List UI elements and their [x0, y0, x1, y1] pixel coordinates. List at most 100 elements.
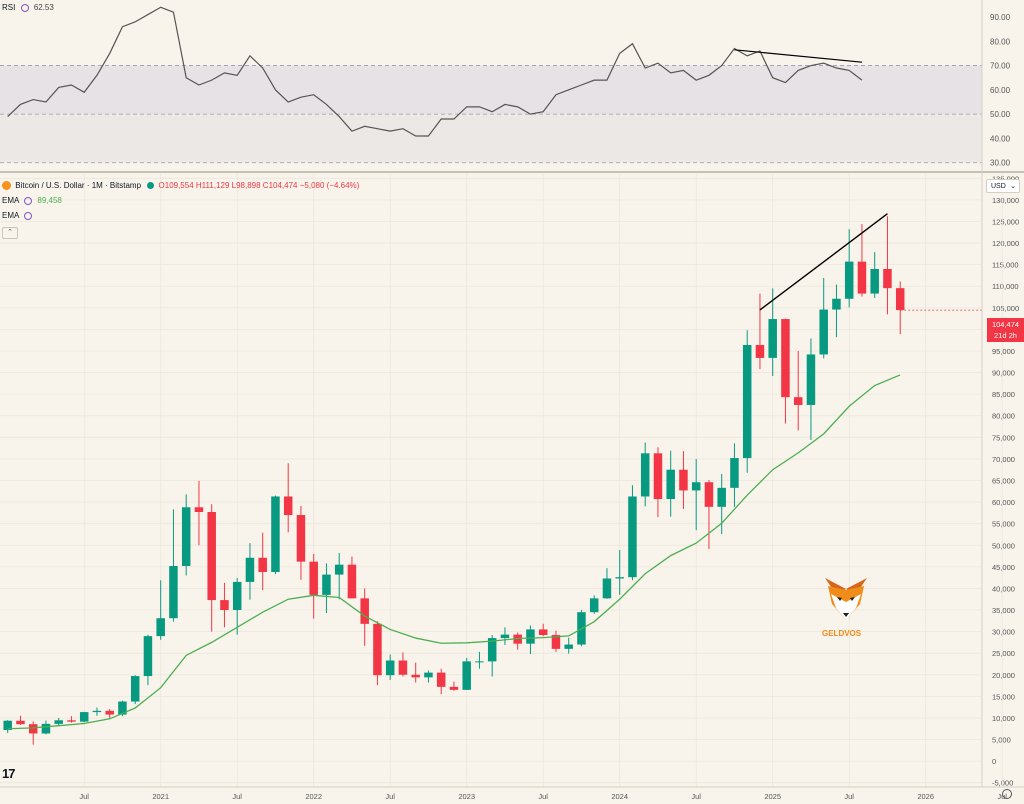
rsi-legend[interactable]: RSI 62.53	[2, 3, 54, 12]
candle-body	[130, 676, 140, 702]
candle-body	[28, 724, 38, 734]
low-value: L98,898	[231, 181, 261, 190]
candle-body	[462, 661, 471, 690]
price-tick-label: 110,000	[992, 282, 1019, 291]
candle-body	[207, 512, 216, 601]
last-price: 104,474	[991, 320, 1020, 329]
candle-body	[717, 487, 726, 507]
candle-body	[92, 710, 102, 713]
candle-body	[309, 561, 318, 595]
candle-body	[411, 674, 420, 678]
candle-body	[322, 574, 331, 595]
fox-logo-icon	[825, 578, 867, 620]
time-tick-label: Jul	[232, 792, 242, 801]
chevron-down-icon: ⌄	[1010, 183, 1016, 190]
price-tick-label: 20,000	[992, 671, 1015, 680]
price-tick-label: -5,000	[992, 779, 1013, 788]
candle-body	[653, 453, 663, 500]
price-gridlines: 135,000 130,000 125,000 120,000 115,000 110,0…	[0, 174, 1019, 801]
ema-value: 89,458	[37, 196, 62, 205]
settings-icon[interactable]	[1002, 789, 1012, 799]
rsi-tick-label: 70.00	[990, 62, 1011, 71]
price-tick-label: 75,000	[992, 433, 1015, 442]
rsi-tick-label: 80.00	[990, 37, 1011, 46]
close-value: C104,474	[262, 181, 298, 190]
bar-countdown: 21d 2h	[994, 331, 1017, 340]
ema-legend-2[interactable]: EMA	[2, 211, 35, 220]
time-tick-label: 2026	[917, 792, 934, 801]
time-tick-label: Jul	[691, 792, 701, 801]
candle-body	[258, 557, 267, 573]
price-tick-label: 65,000	[992, 477, 1015, 486]
time-tick-label: Jul	[538, 792, 548, 801]
candle-body	[41, 723, 51, 734]
candle-body	[220, 600, 229, 611]
candle-body	[169, 565, 178, 619]
ema-legend-1[interactable]: EMA 89,458	[2, 196, 62, 205]
candle-body	[564, 644, 573, 649]
candle-body	[181, 507, 191, 566]
price-tick-label: 0	[992, 757, 996, 766]
candle-body	[487, 638, 497, 662]
price-tick-label: 135,000	[992, 174, 1019, 183]
rsi-band	[0, 65, 982, 115]
price-tick-label: 125,000	[992, 217, 1019, 226]
price-tick-label: 55,000	[992, 520, 1015, 529]
ema-line	[7, 374, 901, 730]
candle-body	[857, 261, 867, 294]
settings-icon[interactable]	[24, 196, 33, 205]
candle-body	[296, 515, 306, 562]
candle-body	[424, 672, 433, 678]
rsi-gridlines: 90.00 80.00 70.00 60.00 50.00 40.00 30.00	[0, 13, 1011, 168]
open-value: O109,554	[158, 181, 194, 190]
candle-body	[118, 701, 127, 715]
currency-select[interactable]: USD ⌄	[986, 179, 1020, 193]
candle-body	[245, 557, 255, 582]
candle-body	[283, 496, 293, 516]
rsi-value: 62.53	[33, 3, 54, 12]
candle-body	[793, 397, 803, 405]
candle-body	[730, 458, 739, 488]
price-tick-label: 50,000	[992, 541, 1015, 550]
ema-label: EMA	[2, 196, 19, 205]
settings-icon[interactable]	[24, 211, 33, 220]
currency-label: USD	[991, 183, 1006, 190]
candle-body	[398, 660, 408, 675]
candle-body	[844, 261, 854, 299]
candle-body	[589, 598, 599, 613]
candle-body	[615, 577, 624, 579]
time-tick-label: Jul	[844, 792, 854, 801]
time-tick-label: 2025	[764, 792, 781, 801]
candle-body	[194, 507, 204, 513]
price-tick-label: 130,000	[992, 196, 1019, 205]
candle-body	[768, 319, 777, 358]
rsi-label: RSI	[2, 3, 16, 12]
price-tick-label: 85,000	[992, 390, 1015, 399]
time-tick-label: Jul	[79, 792, 89, 801]
candle-body	[551, 635, 561, 649]
candle-body	[156, 618, 165, 637]
price-tick-label: 45,000	[992, 563, 1015, 572]
candle-body	[500, 634, 510, 639]
candle-body	[143, 636, 153, 677]
price-tick-label: 30,000	[992, 628, 1015, 637]
candle-body	[679, 469, 688, 491]
symbol-legend[interactable]: Bitcoin / U.S. Dollar · 1M · Bitstamp O1…	[2, 181, 359, 191]
candle-body	[105, 710, 114, 715]
candle-body	[271, 496, 280, 573]
market-status-icon	[147, 182, 155, 190]
candle-body	[475, 661, 484, 663]
ema-layer	[7, 213, 982, 730]
candle-body	[385, 660, 395, 676]
candle-body	[640, 453, 650, 497]
symbol-title[interactable]: Bitcoin / U.S. Dollar · 1M · Bitstamp	[15, 181, 142, 190]
rsi-tick-label: 60.00	[990, 86, 1011, 95]
settings-icon[interactable]	[20, 3, 29, 12]
collapse-legend-button[interactable]: ⌃	[2, 227, 18, 239]
time-tick-label: 2024	[611, 792, 628, 801]
tradingview-logo-icon[interactable]: 17	[2, 766, 16, 781]
candle-body	[704, 482, 714, 507]
candle-body	[3, 720, 12, 731]
rsi-tick-label: 40.00	[990, 134, 1011, 143]
